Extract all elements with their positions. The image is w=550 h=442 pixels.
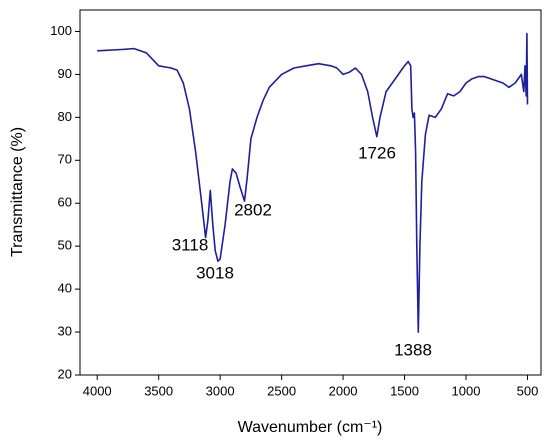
y-tick-label: 100 bbox=[50, 23, 72, 38]
y-tick-label: 80 bbox=[58, 109, 72, 124]
x-tick-label: 1000 bbox=[452, 383, 481, 398]
y-tick-label: 60 bbox=[58, 195, 72, 210]
y-tick-label: 50 bbox=[58, 238, 72, 253]
peak-annotation: 2802 bbox=[234, 200, 272, 219]
x-tick-label: 2500 bbox=[267, 383, 296, 398]
plot-frame bbox=[79, 9, 542, 376]
y-tick-label: 90 bbox=[58, 66, 72, 81]
y-tick-label: 30 bbox=[58, 323, 72, 338]
peak-annotation: 3118 bbox=[172, 235, 209, 254]
y-axis-label: Transmittance (%) bbox=[9, 127, 26, 257]
peak-annotation: 3018 bbox=[196, 263, 234, 282]
x-tick-label: 4000 bbox=[83, 383, 112, 398]
x-tick-label: 2000 bbox=[329, 383, 358, 398]
y-tick-label: 70 bbox=[58, 152, 72, 167]
peak-annotation: 1726 bbox=[358, 143, 396, 162]
x-tick-label: 3500 bbox=[144, 383, 173, 398]
y-tick-label: 40 bbox=[58, 281, 72, 296]
x-axis-label: Wavenumber (cm⁻¹) bbox=[238, 419, 383, 436]
peak-annotation: 1388 bbox=[394, 340, 432, 359]
spectrum-line bbox=[97, 32, 529, 333]
x-tick-label: 3000 bbox=[206, 383, 235, 398]
x-tick-label: 500 bbox=[517, 383, 539, 398]
x-tick-label: 1500 bbox=[390, 383, 419, 398]
y-tick-label: 20 bbox=[58, 366, 72, 381]
